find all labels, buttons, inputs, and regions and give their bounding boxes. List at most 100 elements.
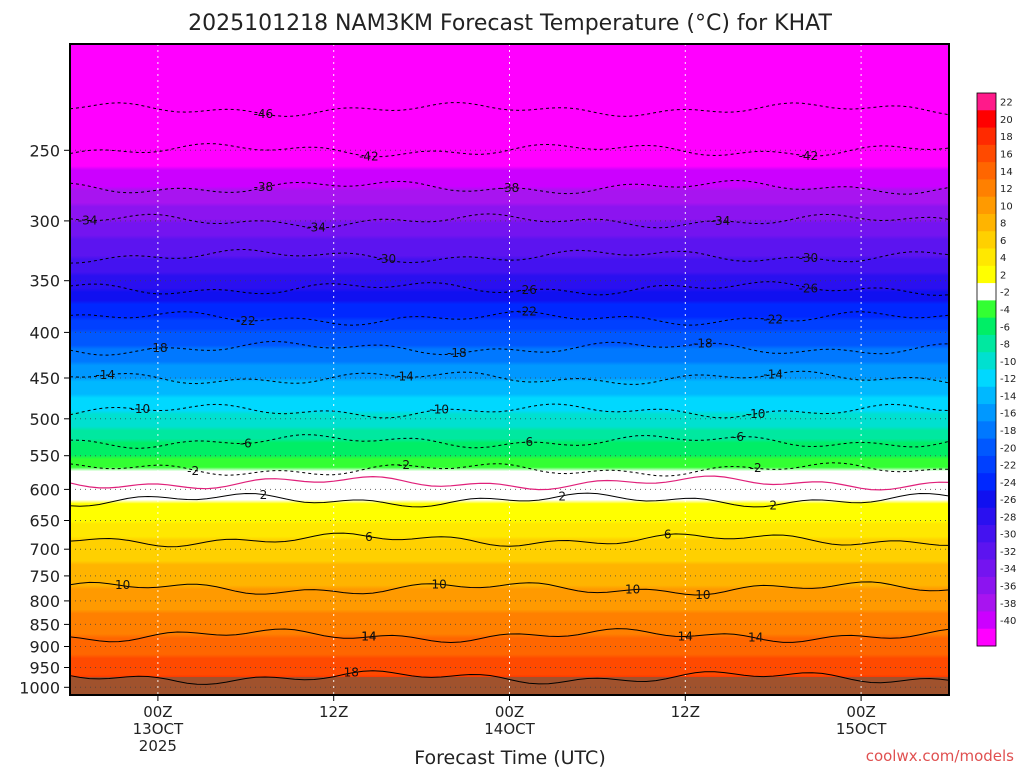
contour-label: -26 — [517, 283, 537, 297]
y-tick-label: 900 — [29, 638, 60, 657]
colorbar-label: 14 — [1000, 167, 1013, 178]
contour-label: 2 — [769, 499, 777, 513]
colorbar-swatch — [977, 525, 996, 543]
contour-label: -14 — [394, 370, 414, 384]
colorbar-swatch — [977, 352, 996, 370]
colorbar-swatch — [977, 386, 996, 405]
y-tick-label: 700 — [29, 540, 60, 559]
colorbar-label: -6 — [1000, 322, 1010, 333]
colorbar-swatch — [977, 542, 996, 561]
contours: -46-42 -42-38 -38-34-34-34-30 -30-26 -26-22-… — [70, 102, 949, 685]
y-tick-label: 750 — [29, 567, 60, 586]
y-tick-label: 650 — [29, 512, 60, 531]
colorbar-label: -12 — [1000, 374, 1016, 385]
contour-label: 6 — [365, 530, 373, 544]
colorbar-label: -4 — [1000, 305, 1010, 316]
contour-label: 10 — [625, 582, 640, 596]
colorbar-label: 10 — [1000, 201, 1013, 212]
y-tick-label: 800 — [29, 592, 60, 611]
y-tick-label: 850 — [29, 615, 60, 634]
colorbar-swatch — [977, 611, 996, 630]
contour-label: 2 — [558, 490, 566, 504]
x-tick-label: 00Z — [846, 703, 875, 721]
colorbar-swatch — [977, 127, 996, 146]
colorbar-swatch — [977, 231, 996, 250]
colorbar-swatch — [977, 559, 996, 578]
contour-line — [70, 670, 949, 685]
contour-label: 2 — [260, 488, 268, 502]
colorbar-swatch — [977, 334, 996, 353]
contour-label: -2 — [398, 458, 410, 472]
chart-title: 2025101218 NAM3KM Forecast Temperature (… — [188, 11, 832, 36]
colorbar-swatch — [977, 162, 996, 180]
colorbar-swatch — [977, 473, 996, 491]
contour-label: 10 — [115, 578, 130, 592]
contour-label: 14 — [361, 630, 376, 644]
contour-label: -14 — [95, 368, 115, 382]
colorbar-label: -8 — [1000, 340, 1010, 351]
contour-line — [70, 492, 949, 508]
contour-line — [70, 179, 949, 195]
contour-line — [70, 143, 949, 158]
contour-label: -18 — [447, 346, 467, 360]
contour-label: -46 — [254, 107, 274, 121]
colorbar-label: 12 — [1000, 184, 1013, 195]
contour-label: -34 — [306, 221, 326, 235]
colorbar-label: -14 — [1000, 391, 1016, 402]
contour-label: -18 — [693, 337, 713, 351]
contour-label: -42 — [359, 150, 379, 164]
contour-label: -10 — [130, 402, 150, 416]
contour-line — [70, 281, 949, 296]
contour-label: 10 — [432, 577, 447, 591]
colorbar-label: 16 — [1000, 150, 1013, 161]
y-tick-label: 450 — [29, 369, 60, 388]
colorbar-label: -36 — [1000, 582, 1016, 593]
contour-label: -30 — [377, 252, 397, 266]
x-tick-label: 14OCT — [484, 720, 535, 738]
colorbar-swatch — [977, 248, 996, 267]
x-tick-label: 00Z — [495, 703, 524, 721]
contour-label: -10 — [746, 407, 766, 421]
contour-line — [70, 532, 949, 548]
contour-line — [70, 102, 949, 117]
colorbar-label: -34 — [1000, 564, 1016, 575]
contour-label: 14 — [678, 630, 693, 644]
contour-label: 6 — [664, 528, 672, 542]
x-tick-label: 12Z — [319, 703, 348, 721]
x-tick-label: 15OCT — [836, 720, 887, 738]
colorbar-swatch — [977, 213, 996, 232]
colorbar-swatch — [977, 93, 996, 111]
colorbar-frame — [976, 92, 997, 647]
colorbar-swatch — [977, 404, 996, 422]
credit-text: coolwx.com/models — [866, 747, 1014, 765]
y-tick-label: 950 — [29, 659, 60, 678]
colorbar-swatch — [977, 455, 996, 474]
contour-label: -6 — [732, 430, 744, 444]
contour-label: -14 — [763, 368, 783, 382]
colorbar-swatch — [977, 179, 996, 198]
y-tick-label: 400 — [29, 323, 60, 342]
y-tick-label: 300 — [29, 212, 60, 231]
x-axis-label: Forecast Time (UTC) — [414, 747, 605, 768]
contour-label: -6 — [521, 435, 533, 449]
colorbar-swatch — [977, 317, 996, 336]
contour-line — [70, 581, 949, 596]
colorbar-swatch — [977, 421, 996, 440]
x-tick-label: 00Z — [143, 703, 172, 721]
contour-label: -22 — [763, 313, 783, 327]
contour-label: -2 — [187, 464, 199, 478]
contour-line — [70, 213, 949, 229]
x-tick-label: 12Z — [671, 703, 700, 721]
contour-line — [70, 434, 949, 449]
colorbar-label: 6 — [1000, 236, 1006, 247]
contour-label: -42 — [799, 149, 819, 163]
colorbar-label: -22 — [1000, 461, 1016, 472]
plot-area: -46-42 -42-38 -38-34-34-34-30 -30-26 -26-22-… — [69, 43, 950, 696]
colorbar-label: -32 — [1000, 547, 1016, 558]
colorbar-label: -28 — [1000, 512, 1016, 523]
y-tick-label: 550 — [29, 447, 60, 466]
x-tick-label: 13OCT — [133, 720, 184, 738]
y-tick-label: 350 — [29, 272, 60, 291]
